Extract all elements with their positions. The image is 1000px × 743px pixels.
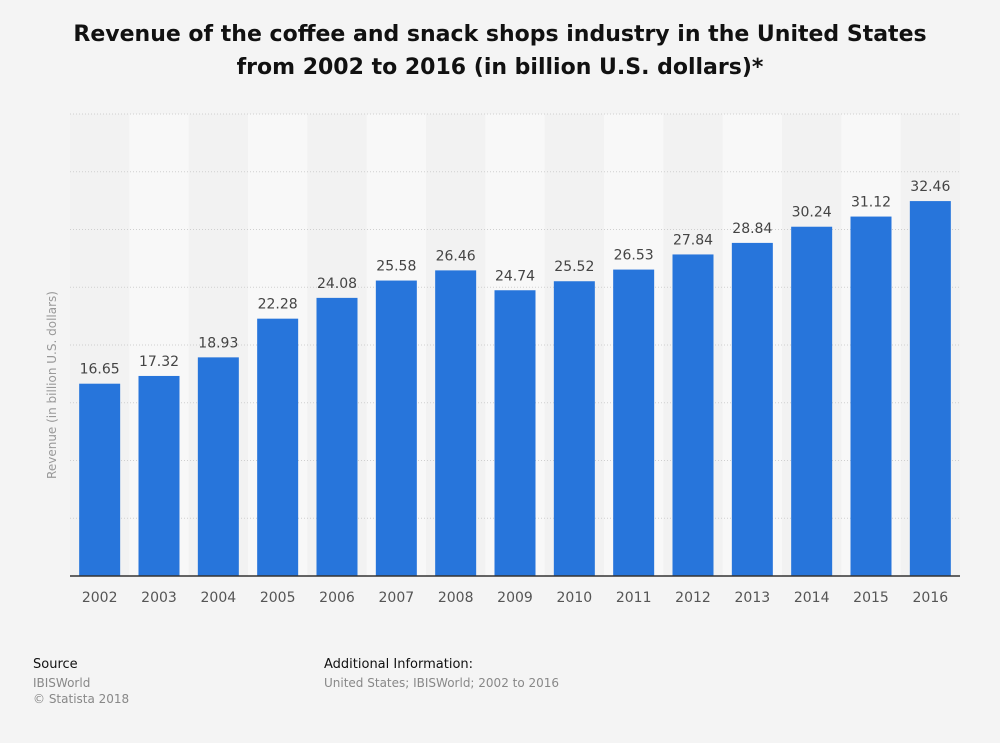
bar-2016	[909, 201, 951, 576]
bar-chart: 16.65 17.32 18.93 22.28 24.08 25.58 26.46 24.74…	[45, 113, 960, 606]
x-tick-label-2008: 2008	[438, 590, 474, 606]
value-label-2005: 22.28	[258, 297, 298, 313]
source-line[interactable]: IBISWorld	[33, 676, 91, 690]
chart-title-line-2: from 2002 to 2016 (in billion U.S. dolla…	[236, 55, 764, 80]
value-labels: 16.65 17.32 18.93 22.28 24.08 25.58 26.46 24.74…	[80, 179, 951, 378]
value-label-2004: 18.93	[198, 335, 238, 351]
value-label-2010: 25.52	[554, 259, 594, 275]
bars	[79, 201, 951, 576]
x-tick-label-2012: 2012	[675, 590, 711, 606]
value-label-2007: 25.58	[376, 259, 416, 275]
bar-2011	[613, 269, 655, 576]
x-tick-labels: 2002 2003 2004 2005 2006 2007 2008 2009 2010 2011…	[82, 590, 948, 606]
x-tick-label-2014: 2014	[794, 590, 830, 606]
x-tick-label-2005: 2005	[260, 590, 296, 606]
copyright-line: © Statista 2018	[33, 692, 130, 706]
value-label-2002: 16.65	[80, 362, 120, 378]
y-axis-label: Revenue (in billion U.S. dollars)	[45, 291, 59, 479]
additional-info-block: Additional Information: United States; I…	[324, 657, 559, 691]
bar-2015	[850, 216, 892, 576]
value-label-2015: 31.12	[851, 195, 891, 211]
additional-info-line: United States; IBISWorld; 2002 to 2016	[324, 676, 560, 690]
value-label-2016: 32.46	[910, 179, 950, 195]
x-tick-label-2004: 2004	[201, 590, 237, 606]
bar-2005	[257, 318, 299, 576]
value-label-2011: 26.53	[614, 248, 654, 264]
value-label-2009: 24.74	[495, 268, 535, 284]
bar-2012	[672, 254, 714, 576]
x-tick-label-2011: 2011	[616, 590, 652, 606]
value-label-2003: 17.32	[139, 354, 179, 370]
chart-title-line-1: Revenue of the coffee and snack shops in…	[73, 22, 927, 47]
source-block: Source IBISWorld © Statista 2018	[33, 657, 129, 707]
chart-title: Revenue of the coffee and snack shops in…	[40, 18, 960, 84]
bar-2008	[435, 270, 477, 576]
bar-2009	[494, 290, 536, 576]
bar-2006	[316, 297, 358, 576]
x-tick-label-2007: 2007	[379, 590, 415, 606]
bar-2013	[731, 242, 773, 576]
value-label-2012: 27.84	[673, 232, 713, 248]
bar-2007	[375, 280, 417, 576]
additional-info-heading: Additional Information:	[324, 657, 474, 672]
bar-2002	[79, 383, 121, 576]
x-tick-label-2015: 2015	[853, 590, 889, 606]
x-tick-label-2006: 2006	[319, 590, 355, 606]
bar-2010	[553, 281, 595, 576]
value-label-2008: 26.46	[436, 248, 476, 264]
value-label-2014: 30.24	[792, 205, 832, 221]
bar-2003	[138, 375, 180, 576]
bar-2014	[791, 226, 833, 576]
x-tick-label-2013: 2013	[735, 590, 771, 606]
bar-2004	[197, 357, 239, 576]
x-tick-label-2009: 2009	[497, 590, 533, 606]
value-label-2006: 24.08	[317, 276, 357, 292]
source-heading: Source	[33, 657, 78, 672]
x-tick-label-2016: 2016	[913, 590, 949, 606]
value-label-2013: 28.84	[732, 221, 772, 237]
x-tick-label-2010: 2010	[557, 590, 593, 606]
x-tick-label-2003: 2003	[141, 590, 177, 606]
x-tick-label-2002: 2002	[82, 590, 118, 606]
